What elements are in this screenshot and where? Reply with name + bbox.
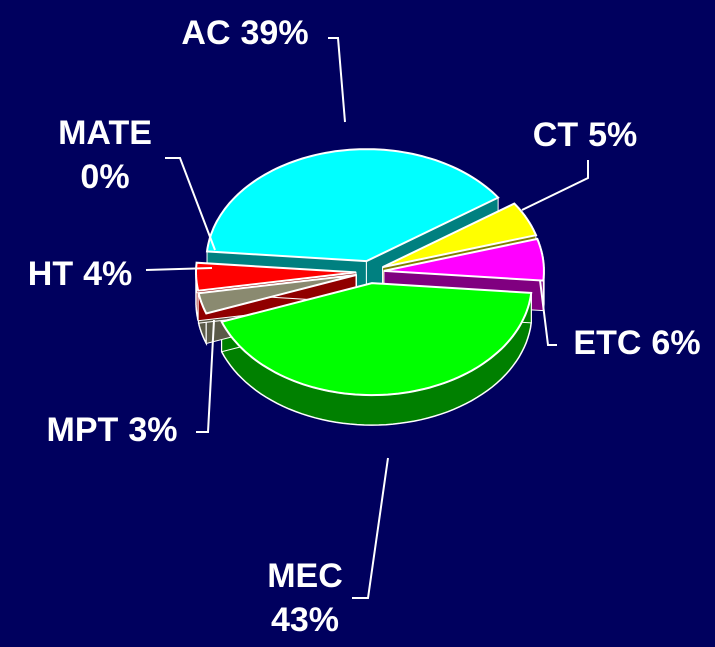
slice-label: MPT 3% — [47, 411, 178, 449]
category-label: AC — [181, 14, 230, 52]
labels: AC 39% CT 5% ETC 6% MEC 43% MPT 3% MATE 0% HT 4% — [28, 14, 701, 639]
leader-line — [328, 37, 346, 123]
value-label: 43% — [271, 601, 339, 639]
slice — [220, 282, 533, 397]
category-label: HT — [28, 255, 74, 293]
category-label: MPT — [47, 411, 119, 449]
slice — [205, 148, 500, 263]
slice-label: ETC 6% — [573, 324, 700, 362]
slice-label: MATE 0% — [58, 114, 152, 196]
leader-line — [165, 157, 216, 251]
leader-line — [352, 457, 389, 599]
slice-label: HT 4% — [28, 255, 132, 293]
tops — [195, 148, 545, 397]
slice — [195, 261, 357, 292]
category-label: CT — [533, 116, 579, 154]
slice — [383, 237, 545, 282]
slice-label: AC 39% — [181, 14, 308, 52]
slice-label: MEC 43% — [267, 557, 343, 639]
value-label: 5% — [588, 116, 637, 154]
slice-label: CT 5% — [533, 116, 637, 154]
value-label: 0% — [80, 158, 129, 196]
category-label: MATE — [58, 114, 152, 152]
slice — [382, 202, 538, 269]
category-label: MEC — [267, 557, 343, 595]
leader-line — [539, 279, 557, 346]
leader-line — [521, 160, 589, 211]
category-label: ETC — [573, 324, 641, 362]
leader-line — [196, 319, 215, 433]
leader-line — [145, 267, 213, 271]
value-label: 6% — [651, 324, 700, 362]
value-label: 4% — [83, 255, 132, 293]
value-label: 3% — [128, 411, 177, 449]
slice — [197, 273, 357, 315]
value-label: 39% — [241, 14, 309, 52]
